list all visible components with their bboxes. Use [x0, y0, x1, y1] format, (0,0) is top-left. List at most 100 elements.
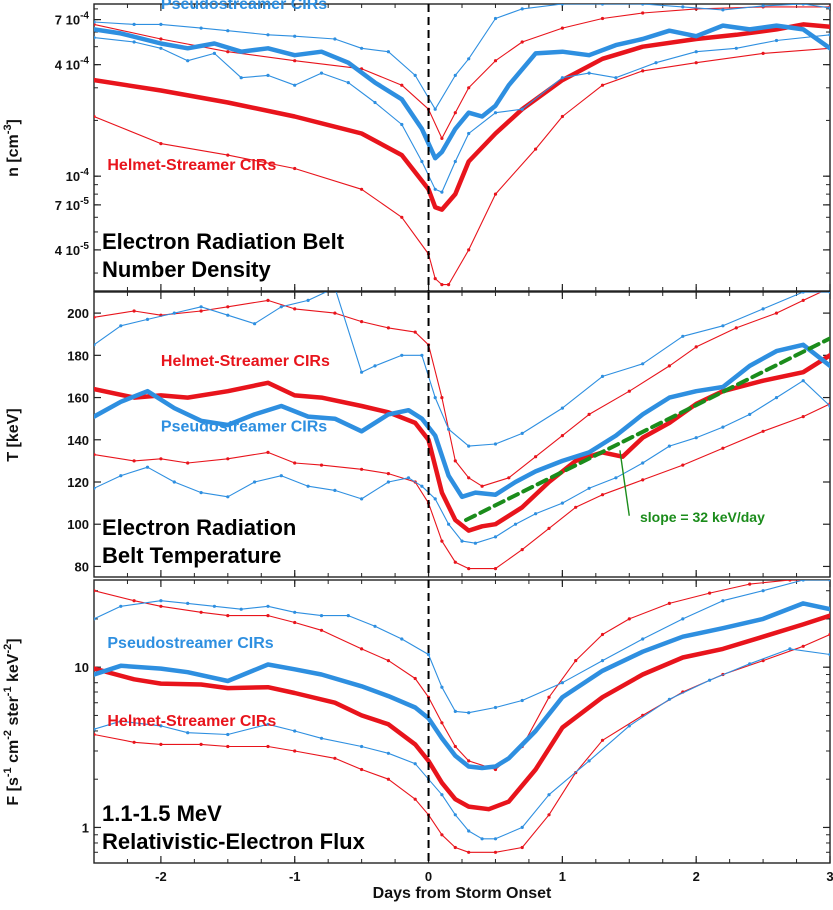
helmet-streamer-point: [226, 457, 230, 461]
pseudostreamer-point: [600, 374, 605, 378]
y-tick-label: 7 10-4: [55, 11, 90, 28]
helmet-streamer-point: [748, 582, 752, 586]
helmet-streamer-bound-line: [94, 580, 830, 771]
panel-title-line: Number Density: [102, 257, 271, 282]
pseudostreamer-point: [293, 729, 297, 733]
helmet-streamer-point: [641, 11, 645, 15]
helmet-streamer-point: [667, 364, 672, 368]
pseudostreamer-point: [447, 427, 451, 431]
helmet-streamer-point: [199, 610, 203, 614]
series-group: [94, 292, 830, 571]
series-group: [94, 580, 830, 854]
x-tick-label: 2: [693, 869, 700, 884]
helmet-streamer-label: Helmet-Streamer CIRs: [107, 157, 276, 174]
helmet-streamer-point: [360, 320, 364, 324]
pseudostreamer-point: [493, 705, 498, 710]
pseudostreamer-point: [440, 793, 444, 797]
pseudostreamer-point: [119, 324, 123, 328]
helmet-streamer-point: [293, 461, 297, 465]
helmet-streamer-point: [386, 326, 390, 330]
pseudostreamer-point: [186, 731, 190, 735]
pseudostreamer-point: [319, 614, 324, 618]
helmet-streamer-point: [560, 26, 565, 30]
helmet-streamer-point: [560, 114, 565, 119]
pseudostreamer-point: [641, 362, 645, 366]
pseudostreamer-label: Pseudostreamer CIRs: [161, 0, 327, 13]
pseudostreamer-point: [801, 4, 805, 6]
x-tick-label: -1: [289, 869, 301, 884]
helmet-streamer-point: [493, 567, 498, 571]
pseudostreamer-point: [774, 396, 779, 400]
y-tick-label: 100: [67, 517, 89, 532]
pseudostreamer-point: [319, 71, 324, 75]
pseudostreamer-point: [360, 370, 364, 374]
pseudostreamer-point: [520, 431, 524, 435]
helmet-streamer-point: [266, 450, 270, 454]
pseudostreamer-label: Pseudostreamer CIRs: [161, 418, 327, 435]
pseudostreamer-point: [774, 38, 779, 43]
helmet-streamer-point: [386, 472, 390, 476]
helmet-streamer-median-line: [94, 22, 830, 212]
pseudostreamer-point: [761, 4, 765, 8]
helmet-streamer-point: [132, 599, 136, 603]
pseudostreamer-point: [534, 512, 538, 516]
pseudostreamer-point: [279, 305, 283, 309]
pseudostreamer-point: [420, 353, 424, 357]
helmet-streamer-point: [94, 315, 96, 319]
helmet-streamer-point: [507, 476, 511, 480]
y-tick-label: 7 10-5: [55, 196, 90, 213]
pseudostreamer-point: [226, 732, 230, 737]
pseudostreamer-point: [641, 4, 645, 6]
helmet-streamer-point: [226, 50, 230, 54]
pseudostreamer-point: [493, 837, 498, 841]
helmet-streamer-point: [94, 589, 96, 593]
pseudostreamer-point: [172, 311, 176, 315]
pseudostreamer-point: [319, 736, 324, 740]
pseudostreamer-point: [226, 313, 230, 317]
helmet-streamer-point: [467, 850, 471, 854]
helmet-streamer-point: [293, 307, 297, 311]
pseudostreamer-point: [614, 476, 618, 480]
y-axis-title: T [keV]: [5, 408, 22, 461]
y-axis-title: F [s-1 cm-2 ster-1 keV-2]: [2, 638, 22, 805]
pseudostreamer-point: [266, 604, 270, 608]
helmet-streamer-point: [400, 83, 404, 87]
pseudostreamer-point: [721, 324, 725, 328]
pseudostreamer-point: [199, 26, 203, 30]
helmet-streamer-point: [788, 580, 792, 582]
helmet-streamer-point: [400, 215, 404, 219]
helmet-streamer-point: [413, 676, 417, 681]
helmet-streamer-label: Helmet-Streamer CIRs: [107, 713, 276, 730]
pseudostreamer-point: [94, 486, 96, 490]
pseudostreamer-point: [520, 698, 524, 703]
helmet-streamer-point: [440, 136, 444, 140]
helmet-streamer-point: [319, 628, 324, 632]
helmet-streamer-point: [627, 389, 631, 393]
helmet-streamer-point: [386, 659, 390, 663]
pseudostreamer-point: [453, 73, 457, 77]
pseudostreamer-bound-line: [94, 648, 830, 840]
helmet-streamer-label: Helmet-Streamer CIRs: [161, 353, 330, 370]
helmet-streamer-point: [600, 493, 605, 497]
pseudostreamer-point: [400, 637, 404, 641]
helmet-streamer-point: [547, 695, 551, 699]
panel-title-line: Electron Radiation Belt: [102, 229, 345, 254]
pseudostreamer-point: [253, 480, 257, 484]
panel-title-line: 1.1-1.5 MeV: [102, 801, 222, 826]
helmet-streamer-point: [520, 548, 524, 552]
helmet-streamer-point: [520, 845, 524, 850]
pseudostreamer-point: [467, 57, 471, 61]
pseudostreamer-point: [721, 8, 725, 12]
helmet-streamer-point: [467, 476, 471, 480]
x-tick-label: -2: [155, 869, 167, 884]
helmet-streamer-point: [333, 311, 337, 315]
pseudostreamer-point: [413, 73, 417, 77]
pseudostreamer-point: [333, 37, 337, 41]
pseudostreamer-point: [560, 406, 565, 410]
helmet-streamer-point: [440, 539, 444, 543]
helmet-streamer-point: [132, 459, 136, 463]
pseudostreamer-point: [694, 50, 698, 54]
helmet-streamer-point: [94, 732, 96, 737]
pseudostreamer-point: [721, 599, 725, 603]
